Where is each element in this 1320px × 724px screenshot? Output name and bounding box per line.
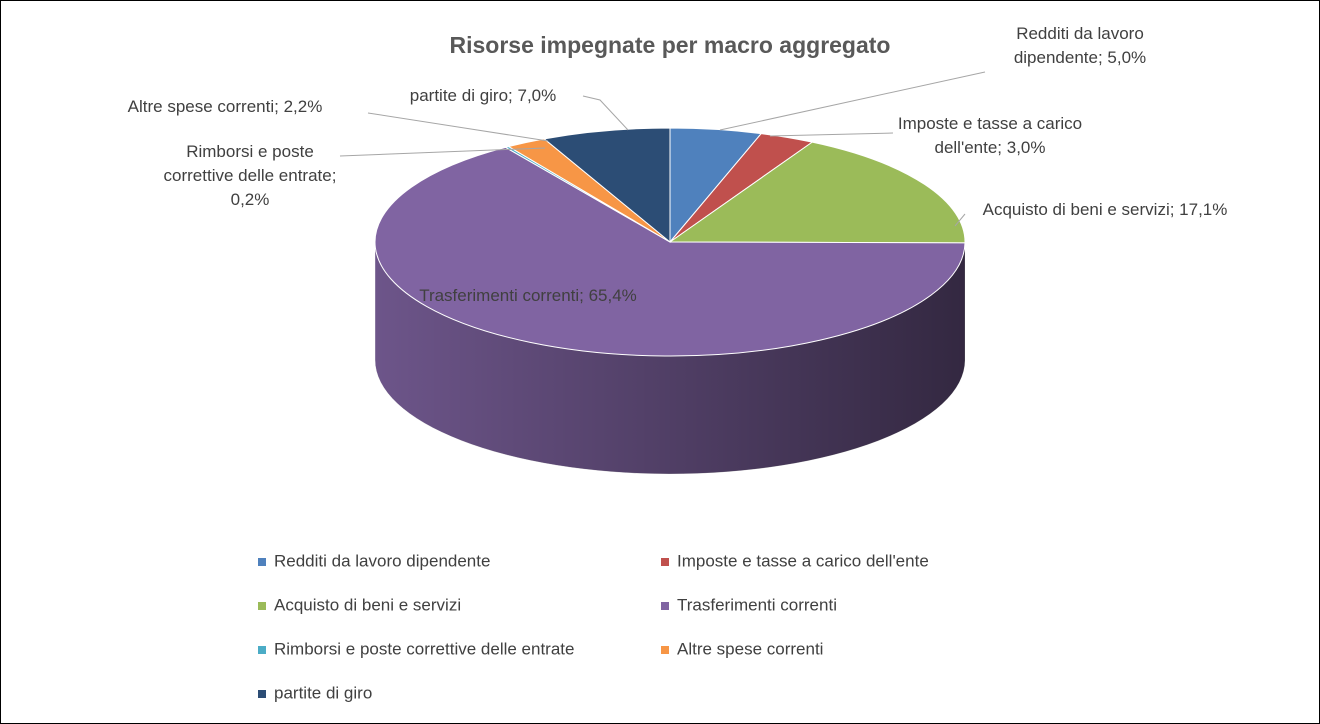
- data-label: Trasferimenti correnti; 65,4%: [419, 286, 637, 305]
- leader-line: [582, 95, 629, 131]
- leader-line: [769, 132, 894, 137]
- data-label-box: Redditi da lavoro dipendente; 5,0%: [1013, 24, 1147, 67]
- legend-label: Rimborsi e poste correttive delle entrat…: [274, 639, 574, 658]
- chart-title: Risorse impegnate per macro aggregato: [450, 32, 891, 58]
- legend-swatch: [258, 690, 266, 698]
- legend-swatch: [258, 558, 266, 566]
- data-label-box: Acquisto di beni e servizi; 17,1%: [982, 200, 1228, 219]
- data-label-box: Altre spese correnti; 2,2%: [127, 97, 323, 116]
- side-shade: [375, 242, 965, 474]
- legend-swatch: [258, 602, 266, 610]
- data-label-box: Trasferimenti correnti; 65,4%: [419, 286, 637, 305]
- data-label: Imposte e tasse a carico dell'ente; 3,0%: [897, 114, 1083, 157]
- slice: [543, 127, 671, 244]
- legend-label: Trasferimenti correnti: [677, 595, 837, 614]
- legend-label: Acquisto di beni e servizi: [274, 595, 461, 614]
- leader-line: [954, 213, 966, 227]
- data-label: partite di giro; 7,0%: [409, 86, 557, 105]
- leader-line: [339, 147, 546, 157]
- data-label-box: partite di giro; 7,0%: [409, 86, 557, 105]
- leader-line: [367, 112, 549, 142]
- data-label: Redditi da lavoro dipendente; 5,0%: [1013, 24, 1147, 67]
- slice: [374, 146, 966, 357]
- leader-line: [719, 71, 986, 131]
- slice: [668, 141, 966, 244]
- legend-swatch: [258, 646, 266, 654]
- data-label: Rimborsi e poste correttive delle entrat…: [163, 142, 337, 209]
- legend-label: Altre spese correnti: [677, 639, 823, 658]
- data-label: Altre spese correnti; 2,2%: [127, 97, 323, 116]
- data-label-box: Imposte e tasse a carico dell'ente; 3,0%: [897, 114, 1083, 157]
- data-label-box: Rimborsi e poste correttive delle entrat…: [163, 142, 337, 209]
- legend-swatch: [661, 602, 669, 610]
- legend-label: Imposte e tasse a carico dell'ente: [677, 551, 929, 570]
- legend-swatch: [661, 646, 669, 654]
- legend-label: Redditi da lavoro dipendente: [274, 551, 490, 570]
- data-label: Acquisto di beni e servizi; 17,1%: [982, 200, 1228, 219]
- legend-label: partite di giro: [274, 683, 372, 702]
- legend-swatch: [661, 558, 669, 566]
